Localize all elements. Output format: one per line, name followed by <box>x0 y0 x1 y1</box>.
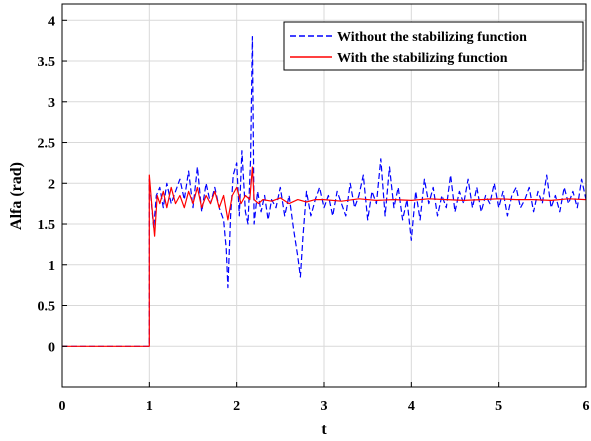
x-axis-label: t <box>321 421 327 438</box>
x-tick-label: 5 <box>495 399 502 414</box>
y-tick-label: 2 <box>48 177 55 192</box>
legend-label: With the stabilizing function <box>337 51 508 66</box>
x-tick-label: 4 <box>408 399 415 414</box>
legend-label: Without the stabilizing function <box>337 30 527 45</box>
y-tick-label: 1 <box>48 259 55 274</box>
ticks: 0 1 2 3 4 5 6 0 0.5 1 1.5 2 2.5 3 3.5 4 <box>38 14 590 414</box>
legend-box <box>283 21 584 71</box>
x-tick-label: 1 <box>146 399 153 414</box>
x-tick-label: 2 <box>233 399 240 414</box>
y-tick-label: 3 <box>48 96 55 111</box>
series-line-with-stabilizing <box>62 166 587 347</box>
y-tick-label: 0.5 <box>38 300 56 315</box>
y-tick-label: 3.5 <box>38 55 56 70</box>
legend: Without the stabilizing function With the… <box>283 21 584 71</box>
y-axis-label: Alfa (rad) <box>8 162 25 230</box>
y-tick-label: 2.5 <box>38 137 56 152</box>
y-tick-label: 0 <box>48 340 55 355</box>
y-tick-label: 4 <box>48 14 55 29</box>
series-group <box>62 35 587 347</box>
y-tick-label: 1.5 <box>38 218 56 233</box>
series-line-without-stabilizing <box>62 35 587 347</box>
x-tick-label: 6 <box>583 399 590 414</box>
x-tick-label: 3 <box>321 399 328 414</box>
x-tick-label: 0 <box>59 399 66 414</box>
